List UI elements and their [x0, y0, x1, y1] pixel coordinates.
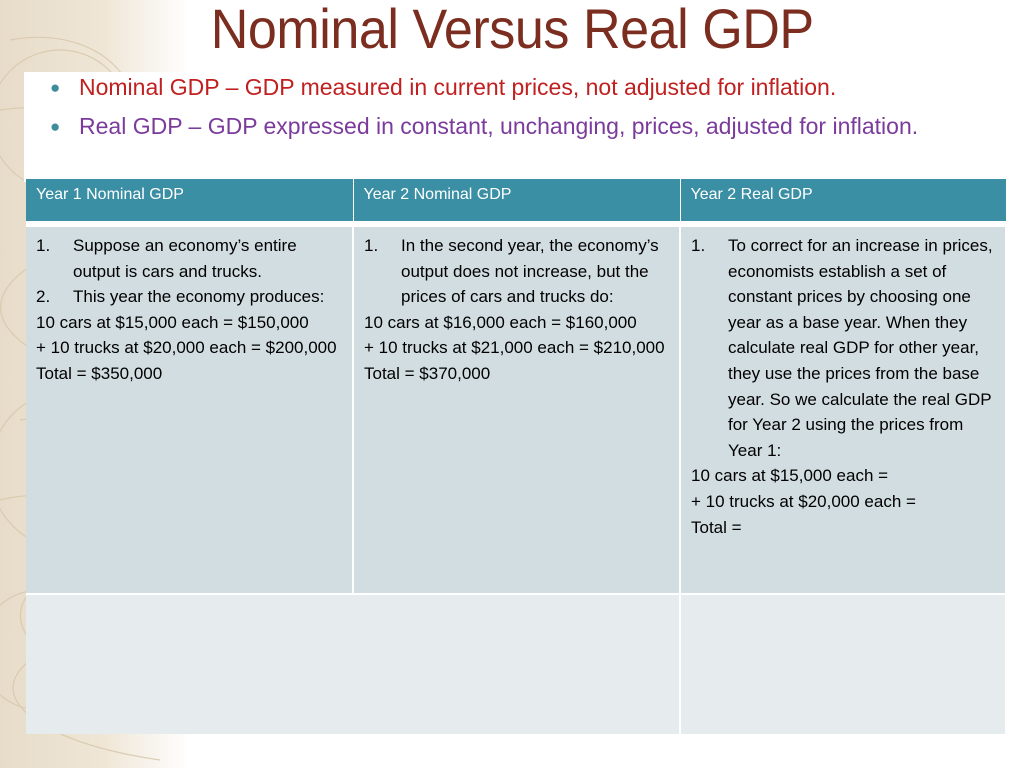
list-text: In the second year, the economy’s output…: [401, 236, 659, 307]
list-item: 1. To correct for an increase in prices,…: [691, 233, 995, 463]
calc-line: + 10 trucks at $20,000 each = $200,000: [36, 338, 337, 358]
list-item: 1. In the second year, the economy’s out…: [364, 233, 669, 310]
calc-line: 10 cars at $16,000 each = $160,000: [364, 312, 637, 332]
header-year1-nominal: Year 1 Nominal GDP: [26, 179, 354, 227]
table-row: 1. Suppose an economy’s entire output is…: [26, 224, 1007, 594]
cell-year2-nominal: 1. In the second year, the economy’s out…: [353, 224, 681, 594]
table-row-empty: [26, 593, 1007, 734]
list-number: 2.: [36, 287, 51, 307]
definition-bullets: ● Nominal GDP – GDP measured in current …: [24, 72, 1014, 182]
cell-year1-nominal: 1. Suppose an economy’s entire output is…: [26, 224, 354, 594]
calc-line: 10 cars at $15,000 each = $150,000: [36, 312, 309, 332]
total-line: Total = $350,000: [36, 363, 163, 383]
bullet-text: Real GDP – GDP expressed in constant, un…: [79, 113, 919, 139]
empty-cell: [680, 593, 1007, 734]
bullet-text: Nominal GDP – GDP measured in current pr…: [79, 74, 837, 100]
total-line: Total = $370,000: [364, 363, 491, 383]
list-number: 1.: [691, 236, 706, 255]
header-year2-real: Year 2 Real GDP: [680, 179, 1007, 227]
bullet-real-gdp: ● Real GDP – GDP expressed in constant, …: [24, 111, 1014, 142]
bullet-dot-icon: ●: [50, 117, 61, 136]
list-text: To correct for an increase in prices, ec…: [728, 236, 993, 460]
bullet-nominal-gdp: ● Nominal GDP – GDP measured in current …: [24, 72, 1014, 103]
list-text: This year the economy produces:: [73, 287, 325, 307]
total-line: Total =: [691, 517, 742, 537]
calc-line: + 10 trucks at $21,000 each = $210,000: [364, 338, 665, 358]
list-text: Suppose an economy’s entire output is ca…: [73, 236, 297, 281]
gdp-table: Year 1 Nominal GDP Year 2 Nominal GDP Ye…: [26, 179, 1007, 734]
list-number: 1.: [36, 236, 51, 255]
bullet-dot-icon: ●: [50, 78, 61, 97]
calc-line: + 10 trucks at $20,000 each =: [691, 491, 916, 511]
list-item: 2. This year the economy produces:: [36, 284, 342, 310]
empty-cell-merged: [26, 593, 681, 734]
list-item: 1. Suppose an economy’s entire output is…: [36, 233, 342, 284]
page-title: Nominal Versus Real GDP: [210, 0, 814, 60]
calc-line: 10 cars at $15,000 each =: [691, 466, 889, 486]
list-number: 1.: [364, 236, 379, 255]
cell-year2-real: 1. To correct for an increase in prices,…: [680, 224, 1007, 594]
table-header-row: Year 1 Nominal GDP Year 2 Nominal GDP Ye…: [26, 179, 1007, 227]
header-year2-nominal: Year 2 Nominal GDP: [353, 179, 681, 227]
